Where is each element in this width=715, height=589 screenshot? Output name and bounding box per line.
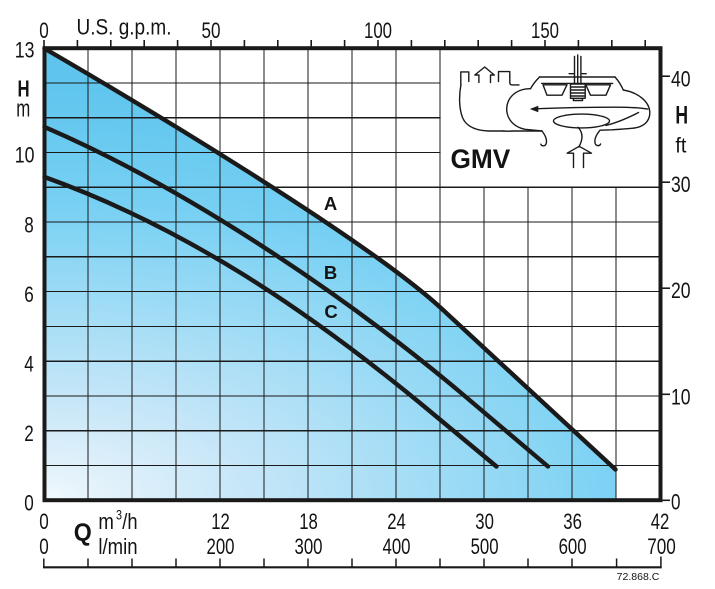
svg-text:m: m [98,509,114,534]
svg-text:8: 8 [24,213,34,238]
svg-text:2: 2 [24,421,34,446]
svg-text:30: 30 [671,172,691,197]
svg-text:3: 3 [116,507,122,523]
svg-text:4: 4 [24,352,34,377]
svg-text:A: A [324,193,337,214]
svg-text:36: 36 [563,509,582,534]
svg-text:12: 12 [211,509,230,534]
svg-text:m: m [16,96,30,123]
svg-text:300: 300 [295,534,323,559]
svg-text:0: 0 [24,490,34,515]
svg-text:6: 6 [24,282,34,307]
svg-text:l/min: l/min [98,534,137,559]
svg-text:0: 0 [39,509,49,534]
svg-text:500: 500 [471,534,499,559]
svg-text:10: 10 [15,142,35,167]
svg-text:B: B [324,262,337,283]
svg-text:700: 700 [647,534,676,559]
svg-text:72.868.C: 72.868.C [617,571,660,583]
svg-text:/h: /h [122,509,137,534]
svg-text:100: 100 [364,18,392,43]
svg-text:H: H [675,102,688,130]
svg-text:600: 600 [559,534,587,559]
svg-text:50: 50 [202,18,221,43]
svg-text:10: 10 [671,384,691,409]
svg-text:ft: ft [675,135,686,158]
svg-text:42: 42 [651,509,670,534]
svg-text:H: H [18,76,30,102]
svg-text:0: 0 [39,18,49,43]
svg-text:40: 40 [671,67,691,92]
svg-text:U.S. g.p.m.: U.S. g.p.m. [77,14,172,39]
svg-text:18: 18 [299,509,318,534]
svg-text:20: 20 [671,278,691,303]
svg-text:200: 200 [207,534,235,559]
svg-text:0: 0 [39,534,49,559]
svg-text:0: 0 [671,490,681,515]
svg-text:24: 24 [387,509,406,534]
svg-text:13: 13 [15,37,35,62]
svg-text:150: 150 [531,18,559,43]
svg-text:C: C [324,301,337,322]
svg-text:400: 400 [383,534,411,559]
svg-text:Q: Q [74,519,92,547]
svg-text:GMV: GMV [451,144,511,174]
svg-text:30: 30 [475,509,494,534]
